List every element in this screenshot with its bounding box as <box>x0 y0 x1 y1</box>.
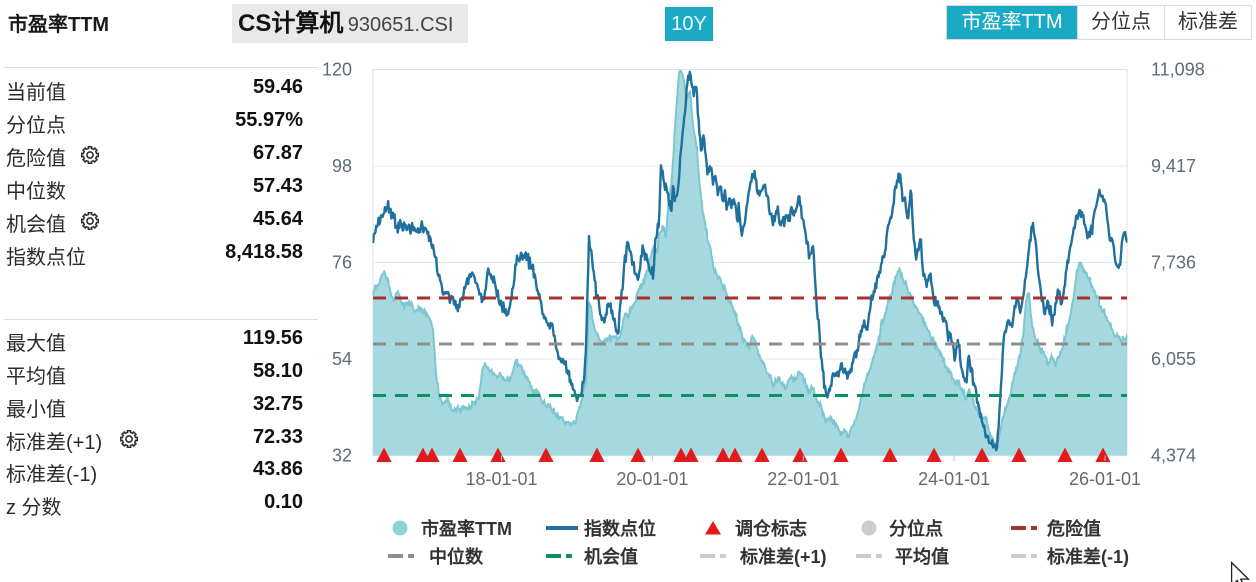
svg-text:54: 54 <box>332 349 352 369</box>
svg-text:6,055: 6,055 <box>1151 349 1196 369</box>
svg-text:中位数: 中位数 <box>429 546 484 567</box>
svg-text:26-01-01: 26-01-01 <box>1069 469 1141 489</box>
svg-text:平均值: 平均值 <box>895 546 949 567</box>
svg-text:4,374: 4,374 <box>1151 446 1196 466</box>
svg-text:标准差(-1): 标准差(-1) <box>1046 546 1129 567</box>
svg-text:危险值: 危险值 <box>1046 518 1101 539</box>
svg-text:20-01-01: 20-01-01 <box>616 469 688 489</box>
svg-text:机会值: 机会值 <box>584 546 638 567</box>
svg-text:32: 32 <box>332 446 352 466</box>
svg-text:指数点位: 指数点位 <box>584 518 656 539</box>
svg-text:22-01-01: 22-01-01 <box>767 469 839 489</box>
svg-text:9,417: 9,417 <box>1151 156 1196 176</box>
svg-text:120: 120 <box>322 60 352 80</box>
svg-text:7,736: 7,736 <box>1151 253 1196 273</box>
svg-text:标准差(+1): 标准差(+1) <box>739 546 827 567</box>
svg-text:11,098: 11,098 <box>1151 60 1205 80</box>
svg-text:分位点: 分位点 <box>889 518 943 539</box>
svg-text:76: 76 <box>332 253 352 273</box>
svg-text:24-01-01: 24-01-01 <box>918 469 990 489</box>
svg-text:调仓标志: 调仓标志 <box>735 518 807 539</box>
svg-text:市盈率TTM: 市盈率TTM <box>421 518 512 539</box>
svg-text:18-01-01: 18-01-01 <box>465 469 537 489</box>
svg-text:98: 98 <box>332 156 352 176</box>
